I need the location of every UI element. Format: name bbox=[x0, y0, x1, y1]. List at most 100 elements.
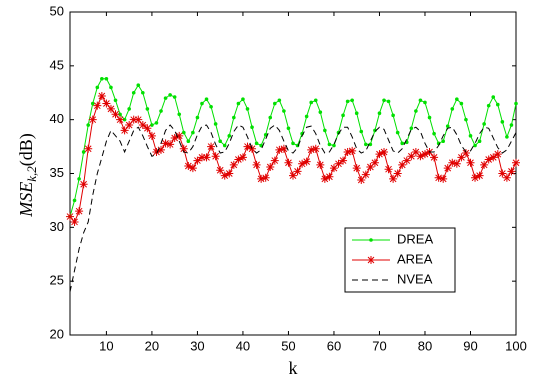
point bbox=[95, 85, 100, 90]
point bbox=[325, 172, 334, 181]
point bbox=[243, 142, 252, 151]
point bbox=[245, 107, 250, 111]
point bbox=[316, 160, 325, 169]
point bbox=[175, 131, 184, 140]
point bbox=[348, 146, 357, 155]
point bbox=[407, 152, 416, 161]
point bbox=[382, 98, 386, 103]
point bbox=[125, 121, 134, 130]
point bbox=[398, 160, 407, 169]
point bbox=[477, 139, 482, 143]
point bbox=[191, 130, 195, 135]
legend-marker bbox=[367, 256, 375, 264]
point bbox=[181, 130, 186, 135]
point bbox=[170, 133, 179, 142]
point bbox=[402, 156, 411, 165]
point bbox=[423, 100, 427, 105]
x-tick-label: 70 bbox=[372, 338, 386, 353]
point bbox=[350, 98, 354, 103]
point bbox=[302, 157, 311, 166]
point bbox=[393, 169, 402, 178]
point bbox=[327, 142, 332, 147]
point bbox=[286, 126, 291, 131]
point bbox=[81, 150, 86, 154]
point bbox=[100, 76, 104, 81]
point bbox=[500, 120, 505, 124]
legend-label: NVEA bbox=[397, 271, 433, 286]
point bbox=[354, 111, 359, 116]
point bbox=[304, 114, 309, 119]
point bbox=[507, 167, 516, 176]
point bbox=[222, 143, 227, 148]
point bbox=[254, 141, 259, 146]
point bbox=[168, 93, 172, 97]
point bbox=[345, 99, 350, 104]
point bbox=[364, 142, 368, 147]
point bbox=[395, 130, 400, 135]
point bbox=[466, 158, 475, 167]
point bbox=[109, 85, 113, 90]
point bbox=[416, 152, 425, 161]
point bbox=[179, 144, 188, 153]
point bbox=[195, 115, 200, 120]
y-label-main: MSE bbox=[16, 182, 36, 218]
point bbox=[366, 163, 375, 172]
point bbox=[318, 110, 323, 114]
point bbox=[218, 139, 222, 143]
point bbox=[163, 96, 168, 100]
point bbox=[270, 156, 279, 165]
series-line bbox=[69, 124, 517, 293]
point bbox=[309, 100, 314, 105]
point bbox=[145, 107, 150, 111]
point bbox=[414, 109, 418, 113]
point bbox=[66, 212, 74, 221]
point bbox=[480, 160, 489, 169]
y-tick-label: 45 bbox=[50, 57, 64, 72]
point bbox=[229, 160, 238, 169]
point bbox=[489, 153, 498, 162]
point bbox=[266, 163, 275, 172]
point bbox=[368, 142, 373, 147]
point bbox=[211, 152, 220, 161]
point bbox=[159, 109, 163, 113]
point bbox=[79, 180, 88, 189]
y-axis-label: MSEk,2(dB) bbox=[16, 133, 39, 218]
point bbox=[370, 158, 379, 167]
point bbox=[386, 99, 391, 104]
point bbox=[143, 124, 152, 133]
point bbox=[375, 150, 384, 159]
point bbox=[484, 155, 493, 164]
point bbox=[111, 110, 120, 119]
point bbox=[505, 135, 509, 139]
point bbox=[359, 129, 364, 134]
point bbox=[329, 164, 338, 173]
point bbox=[430, 153, 439, 162]
point bbox=[343, 147, 352, 156]
point bbox=[279, 144, 288, 153]
point bbox=[411, 147, 420, 156]
point bbox=[77, 177, 81, 181]
point bbox=[275, 145, 284, 154]
point bbox=[216, 166, 225, 175]
point bbox=[154, 121, 159, 125]
point bbox=[232, 115, 236, 120]
point bbox=[129, 115, 138, 124]
point bbox=[291, 141, 295, 146]
point bbox=[261, 173, 270, 182]
point bbox=[202, 153, 211, 162]
point bbox=[272, 101, 277, 106]
point bbox=[400, 141, 405, 146]
point bbox=[443, 164, 452, 173]
point bbox=[284, 158, 293, 167]
point bbox=[514, 101, 518, 106]
point bbox=[339, 156, 348, 165]
point bbox=[486, 103, 491, 108]
point bbox=[122, 117, 127, 122]
point bbox=[512, 158, 520, 167]
point bbox=[97, 91, 106, 100]
point bbox=[248, 144, 257, 153]
point bbox=[93, 101, 102, 110]
y-tick-label: 50 bbox=[50, 3, 64, 18]
point bbox=[432, 131, 436, 136]
